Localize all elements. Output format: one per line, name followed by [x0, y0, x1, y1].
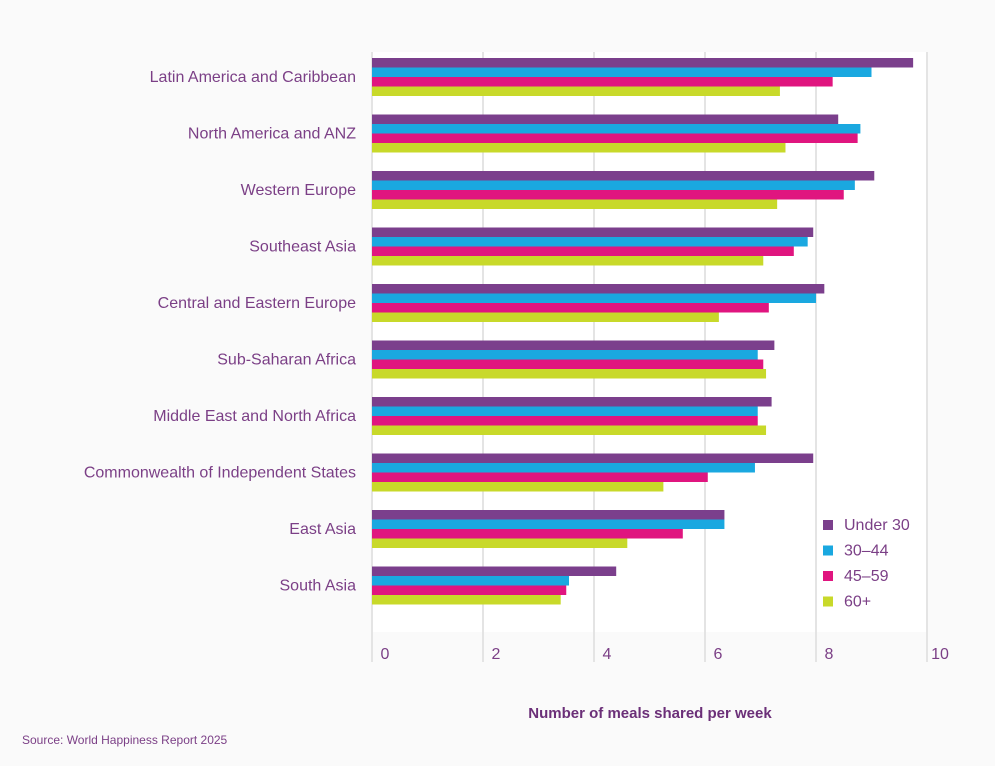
bar [372, 58, 914, 68]
category-label: Central and Eastern Europe [158, 295, 356, 312]
bar [372, 482, 664, 492]
category-label: East Asia [289, 521, 356, 538]
bar [372, 67, 872, 77]
bar [372, 425, 767, 435]
bar [372, 566, 617, 576]
bar [372, 359, 764, 369]
bar [372, 199, 778, 209]
bar [372, 143, 786, 153]
bar [372, 529, 683, 539]
legend-swatch [823, 571, 833, 581]
legend-label: 45–59 [844, 568, 889, 585]
bar [372, 171, 875, 181]
x-axis-label: Number of meals shared per week [528, 705, 772, 722]
category-label: Latin America and Caribbean [150, 69, 356, 86]
source-note: Source: World Happiness Report 2025 [22, 733, 228, 747]
bar [372, 114, 839, 124]
bar [372, 585, 567, 595]
x-tick-label: 6 [714, 646, 723, 663]
bar [372, 397, 772, 407]
bar [372, 312, 719, 322]
category-label: Middle East and North Africa [153, 408, 356, 425]
bar [372, 519, 725, 529]
category-label: Western Europe [241, 182, 356, 199]
bar [372, 369, 767, 379]
legend-swatch [823, 520, 833, 530]
bar [372, 246, 794, 256]
x-tick-label: 2 [492, 646, 501, 663]
legend-swatch [823, 545, 833, 556]
bar [372, 472, 708, 482]
bar [372, 237, 808, 247]
legend-label: 30–44 [844, 543, 889, 560]
bar [372, 180, 855, 190]
x-tick-label: 10 [931, 646, 949, 663]
legend-label: 60+ [844, 594, 871, 611]
bar [372, 406, 758, 416]
bar [372, 576, 570, 586]
bar [372, 133, 858, 143]
legend-swatch [823, 596, 833, 607]
bar [372, 284, 825, 294]
bar [372, 538, 628, 548]
category-label: Commonwealth of Independent States [84, 465, 356, 482]
category-label: North America and ANZ [188, 126, 356, 143]
bar [372, 303, 769, 313]
bar [372, 463, 755, 473]
bar [372, 227, 814, 237]
legend-label: Under 30 [844, 517, 910, 534]
bar [372, 124, 861, 134]
bar [372, 190, 844, 200]
x-tick-label: 4 [603, 646, 612, 663]
x-tick-label: 8 [825, 646, 834, 663]
category-label: Southeast Asia [249, 239, 356, 256]
category-label: Sub-Saharan Africa [217, 352, 356, 369]
bar [372, 510, 725, 520]
bar [372, 350, 758, 360]
bar [372, 293, 816, 303]
bar [372, 340, 775, 350]
x-tick-label: 0 [381, 646, 390, 663]
bar [372, 416, 758, 426]
bar [372, 453, 814, 463]
bar [372, 86, 780, 96]
bar [372, 595, 561, 605]
bar [372, 77, 833, 87]
category-label: South Asia [280, 578, 357, 595]
bar [372, 256, 764, 266]
